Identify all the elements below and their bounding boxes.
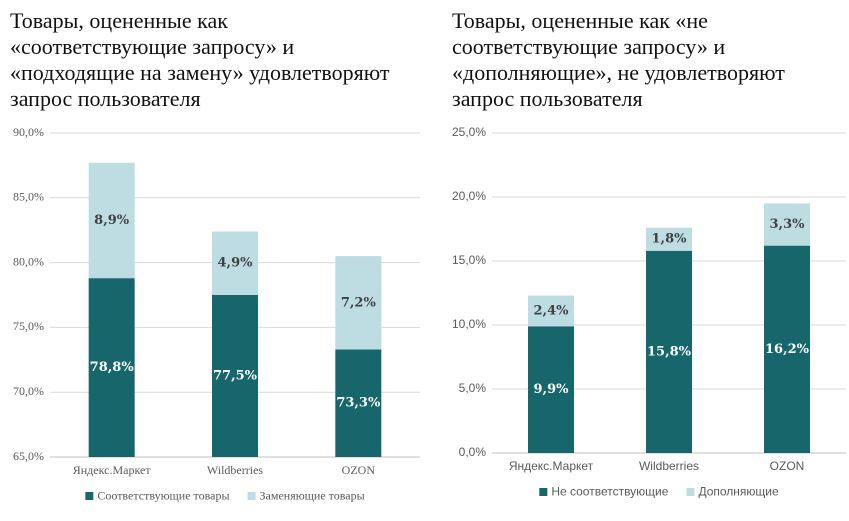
bar-segment (646, 250, 692, 453)
data-label: 15,8% (647, 344, 692, 359)
x-tick-label: Wildberries (639, 459, 699, 473)
legend-label: Дополняющие (698, 485, 779, 499)
data-label: 4,9% (218, 256, 254, 271)
bar-segment (646, 227, 692, 251)
y-tick-label: 80,0% (13, 254, 44, 268)
legend-label: Заменяющие товары (260, 488, 365, 502)
legend-label: Соответствующие товары (97, 488, 229, 502)
legend-swatch (686, 488, 695, 496)
y-tick-label: 15,0% (452, 253, 486, 267)
data-label: 77,5% (213, 369, 258, 384)
y-tick-label: 5,0% (459, 381, 487, 395)
chart-title: Товары, оцененные как «не соответствующи… (452, 8, 785, 111)
y-tick-label: 10,0% (452, 317, 486, 331)
legend-swatch (85, 492, 94, 500)
data-label: 78,8% (90, 360, 135, 375)
bar-segment (335, 349, 382, 457)
data-label: 1,8% (652, 232, 688, 247)
bar-segment (764, 203, 810, 246)
chart-title: Товары, оцененные как «соответствующие з… (10, 8, 390, 111)
x-tick-label: Яндекс.Маркет (509, 459, 594, 473)
legend-label: Не соответствующие (551, 485, 668, 499)
y-tick-label: 85,0% (13, 190, 44, 204)
y-tick-label: 75,0% (13, 319, 44, 333)
bar-segment (88, 278, 135, 457)
bar-segment (528, 326, 574, 453)
x-tick-label: Яндекс.Маркет (73, 463, 152, 477)
chart-left: 65,0% 70,0% 75,0% 80,0% 85,0% 90,0% Яндекс.Мар… (13, 125, 420, 502)
y-tick-label: 20,0% (452, 189, 486, 203)
bar-segment (212, 231, 258, 295)
data-label: 73,3% (336, 396, 381, 411)
bar-segment (212, 295, 258, 457)
data-label: 9,9% (534, 382, 570, 397)
data-label: 3,3% (770, 217, 806, 232)
legend-swatch (247, 492, 256, 500)
y-tick-label: 65,0% (13, 449, 44, 463)
x-tick-label: OZON (342, 463, 376, 477)
y-tick-label: 70,0% (13, 384, 44, 398)
bar-segment (764, 245, 810, 453)
y-tick-label: 25,0% (452, 125, 486, 139)
y-tick-label: 0,0% (459, 445, 487, 459)
data-label: 16,2% (765, 342, 810, 357)
bar-segment (335, 256, 382, 350)
chart-right: 0,0% 5,0% 10,0% 15,0% 20,0% 25,0% Яндекс.Марке… (452, 125, 846, 499)
y-tick-label: 90,0% (13, 125, 44, 139)
bar-segment (88, 162, 135, 279)
data-label: 8,9% (94, 213, 130, 228)
x-tick-label: Wildberries (207, 463, 263, 477)
legend-swatch (539, 488, 548, 496)
data-label: 7,2% (341, 295, 377, 310)
data-label: 2,4% (534, 303, 570, 318)
x-tick-label: OZON (770, 459, 805, 473)
bar-segment (528, 295, 574, 327)
